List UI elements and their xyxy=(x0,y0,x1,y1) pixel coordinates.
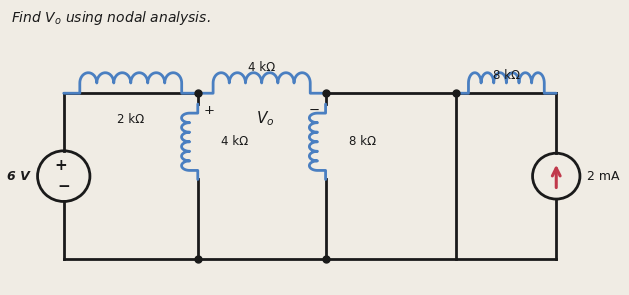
Text: −: − xyxy=(309,104,320,117)
Text: 6 V: 6 V xyxy=(8,170,30,183)
Text: 2 kΩ: 2 kΩ xyxy=(117,112,145,126)
Text: +: + xyxy=(55,158,67,173)
Text: Find $V_o$ using nodal analysis.: Find $V_o$ using nodal analysis. xyxy=(11,9,210,27)
Text: 2 mA: 2 mA xyxy=(587,170,620,183)
Text: +: + xyxy=(204,104,214,117)
Text: 4 kΩ: 4 kΩ xyxy=(248,61,276,74)
Text: 8 kΩ: 8 kΩ xyxy=(349,135,376,148)
Text: −: − xyxy=(57,179,70,194)
Text: 4 kΩ: 4 kΩ xyxy=(221,135,248,148)
Text: 8 kΩ: 8 kΩ xyxy=(493,69,520,82)
Text: $V_o$: $V_o$ xyxy=(255,109,274,128)
